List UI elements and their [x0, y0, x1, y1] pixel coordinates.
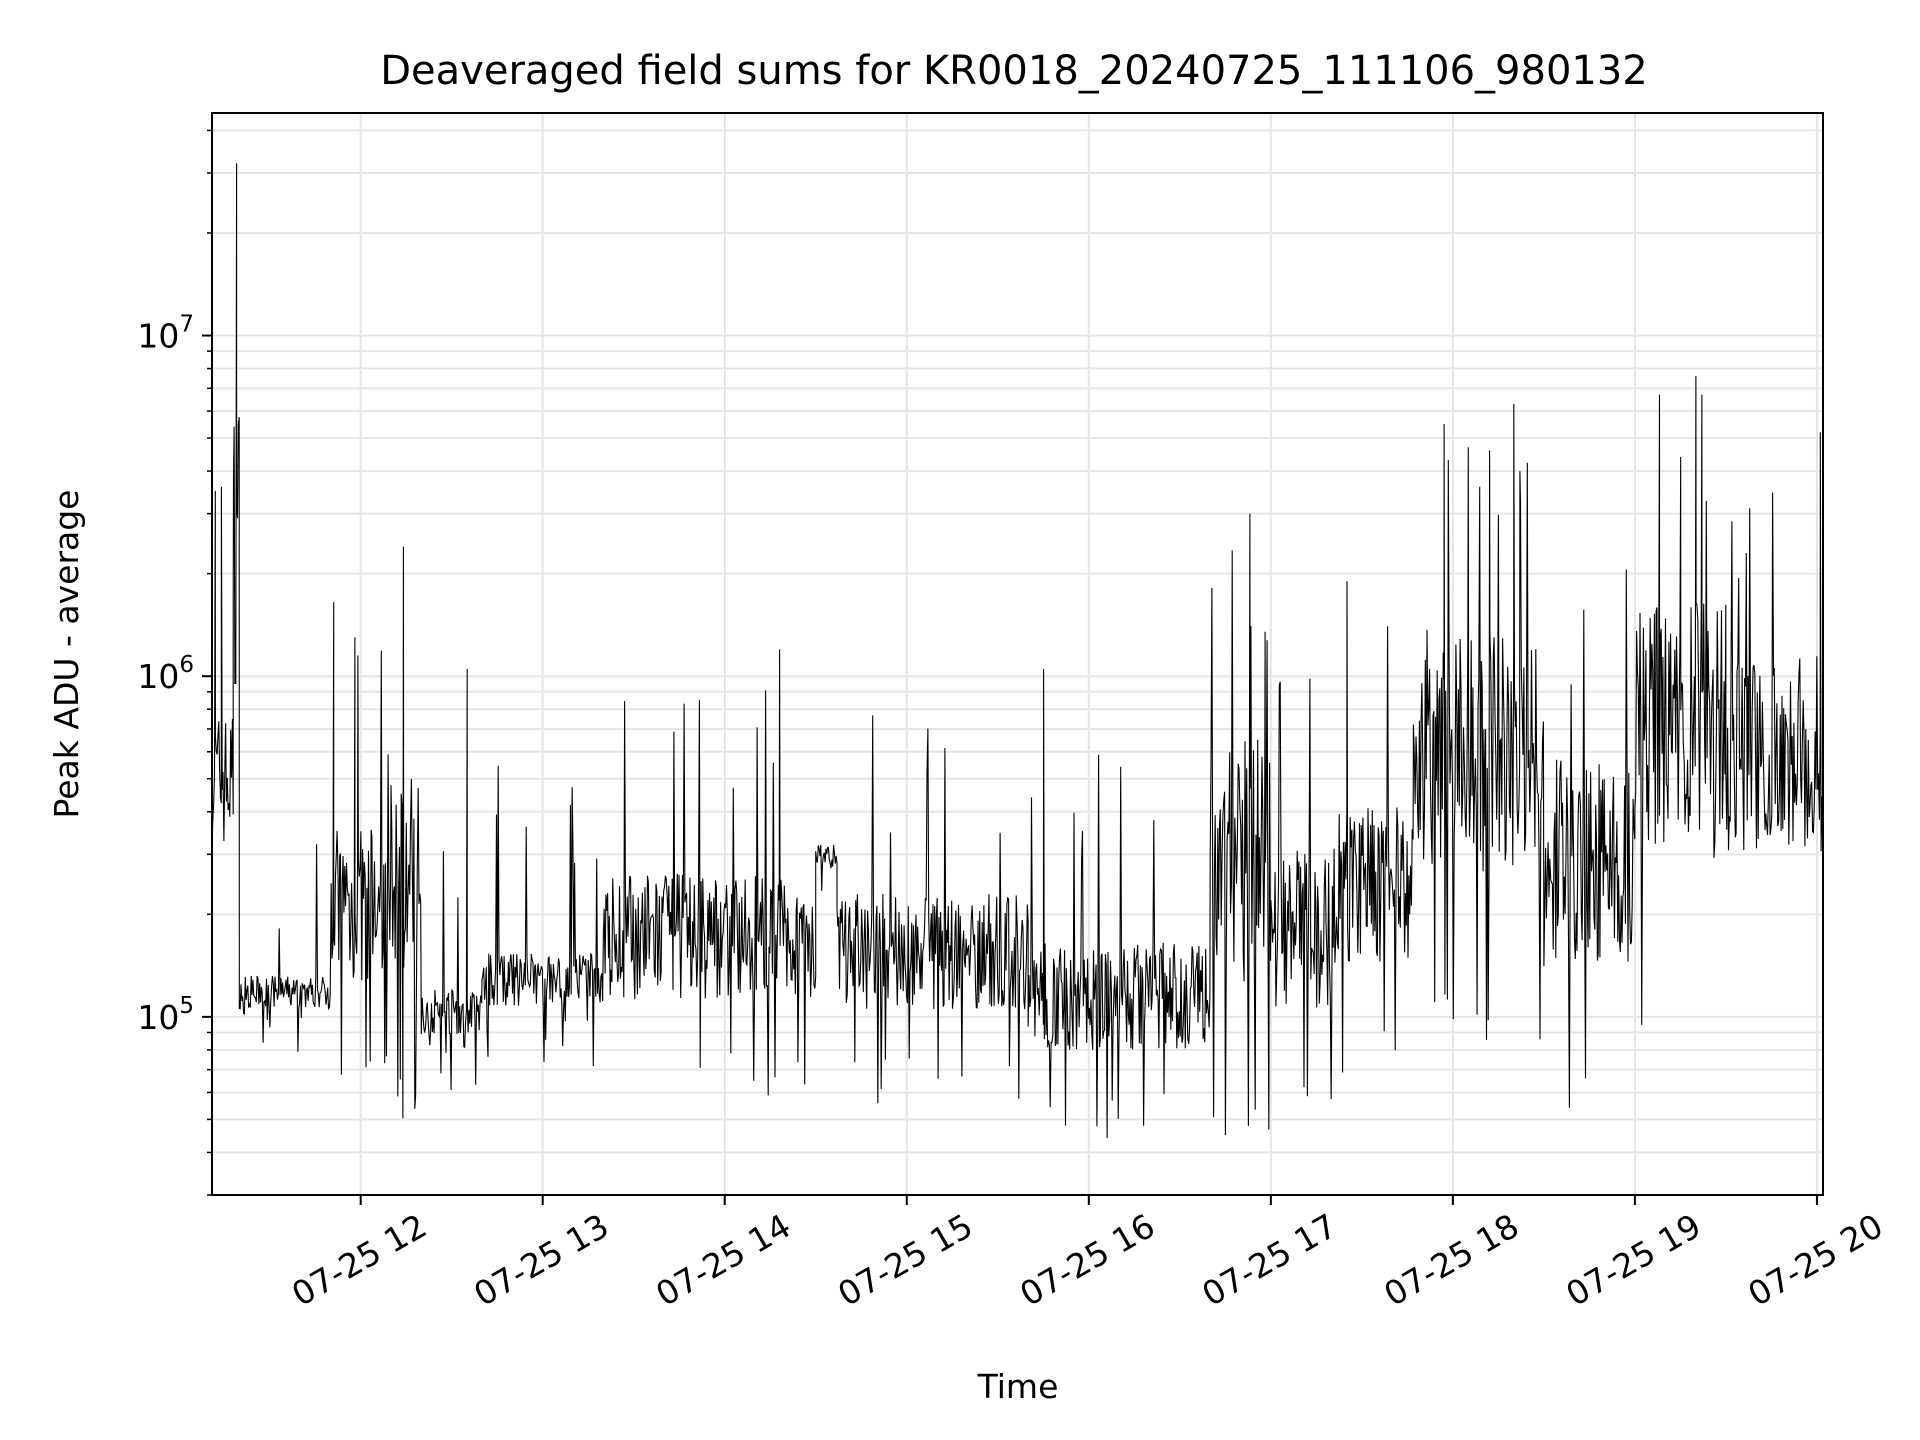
y-tick-label: 105 — [137, 993, 194, 1037]
y-tick-label: 107 — [137, 312, 194, 356]
x-axis-label: Time — [977, 1367, 1059, 1406]
chart-title: Deaveraged field sums for KR0018_2024072… — [380, 48, 1648, 94]
series-line — [212, 163, 1823, 1139]
axes-frame — [211, 112, 1824, 1196]
y-axis: 105 106 107 — [137, 129, 212, 1196]
y-tick-label: 106 — [137, 652, 194, 696]
y-axis-label: Peak ADU - average — [47, 490, 86, 819]
plot-area — [212, 163, 1823, 1139]
